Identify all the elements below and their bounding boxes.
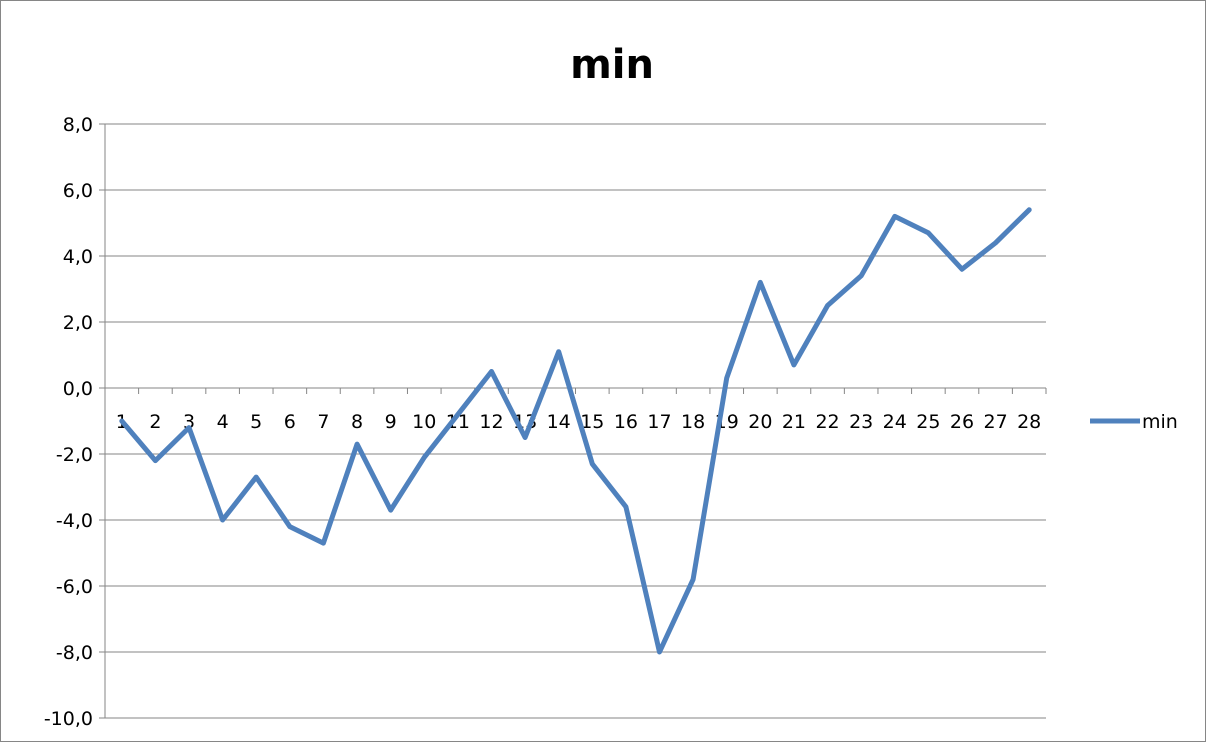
x-tick-label: 17 [647, 411, 671, 433]
data-point [355, 442, 360, 447]
y-tick-label: 8,0 [63, 114, 93, 136]
series-line [119, 207, 1032, 655]
data-point [926, 230, 931, 235]
x-tick-label: 28 [1017, 411, 1041, 433]
x-tick-label: 12 [479, 411, 503, 433]
x-tick-label: 7 [317, 411, 329, 433]
x-tick-label: 8 [351, 411, 363, 433]
chart-title: min [570, 42, 654, 88]
data-point [523, 435, 528, 440]
x-tick-label: 25 [916, 411, 940, 433]
x-tick-label: 21 [782, 411, 806, 433]
x-tick-label: 23 [849, 411, 873, 433]
y-tick-label: 6,0 [63, 180, 93, 202]
x-tick-label: 14 [547, 411, 571, 433]
data-point [657, 650, 662, 654]
series-group [119, 207, 1032, 655]
x-tick-label: 6 [284, 411, 296, 433]
data-point [287, 524, 292, 529]
data-point [388, 508, 393, 513]
data-point [590, 461, 595, 466]
x-tick-label: 26 [950, 411, 974, 433]
data-point [791, 362, 796, 367]
data-point [422, 455, 427, 460]
data-point [153, 458, 158, 463]
data-point [1027, 207, 1032, 212]
y-tick-label: -2,0 [56, 444, 93, 466]
data-point [993, 240, 998, 245]
data-point [959, 267, 964, 272]
y-tick-label: 0,0 [63, 378, 93, 400]
x-tick-label: 18 [681, 411, 705, 433]
legend: min [1090, 411, 1178, 433]
data-point [623, 504, 628, 509]
y-tick-label: -4,0 [56, 510, 93, 532]
x-tick-label: 22 [815, 411, 839, 433]
data-point [187, 425, 192, 430]
data-point [724, 376, 729, 381]
data-point [892, 214, 897, 219]
data-point [825, 303, 830, 308]
legend-label: min [1142, 411, 1178, 433]
y-axis-ticks: -10,0 -8,0 -6,0 -4,0 -2,0 0,0 2,0 4,0 6,0 8,0 [44, 114, 93, 730]
x-tick-label: 10 [412, 411, 436, 433]
data-point [321, 541, 326, 546]
y-tick-label: -10,0 [44, 708, 93, 730]
x-tick-label: 15 [580, 411, 604, 433]
x-tick-label: 4 [217, 411, 229, 433]
x-tick-label: 9 [385, 411, 397, 433]
data-point [489, 369, 494, 374]
x-tick-label: 16 [614, 411, 638, 433]
data-point [119, 419, 124, 423]
data-point [556, 349, 561, 354]
x-tick-label: 24 [883, 411, 907, 433]
y-tick-label: 4,0 [63, 246, 93, 268]
y-tick-label: -8,0 [56, 642, 93, 664]
x-tick-label: 27 [983, 411, 1007, 433]
x-tick-label: 5 [250, 411, 262, 433]
data-point [254, 475, 259, 480]
x-tick-label: 11 [446, 411, 470, 433]
data-point [455, 412, 460, 417]
data-point [691, 577, 696, 582]
y-tick-label: 2,0 [63, 312, 93, 334]
x-tick-label: 2 [149, 411, 161, 433]
data-point [220, 518, 225, 522]
y-tick-label: -6,0 [56, 576, 93, 598]
data-point [758, 280, 763, 285]
data-point [859, 273, 864, 278]
x-tick-label: 20 [748, 411, 772, 433]
